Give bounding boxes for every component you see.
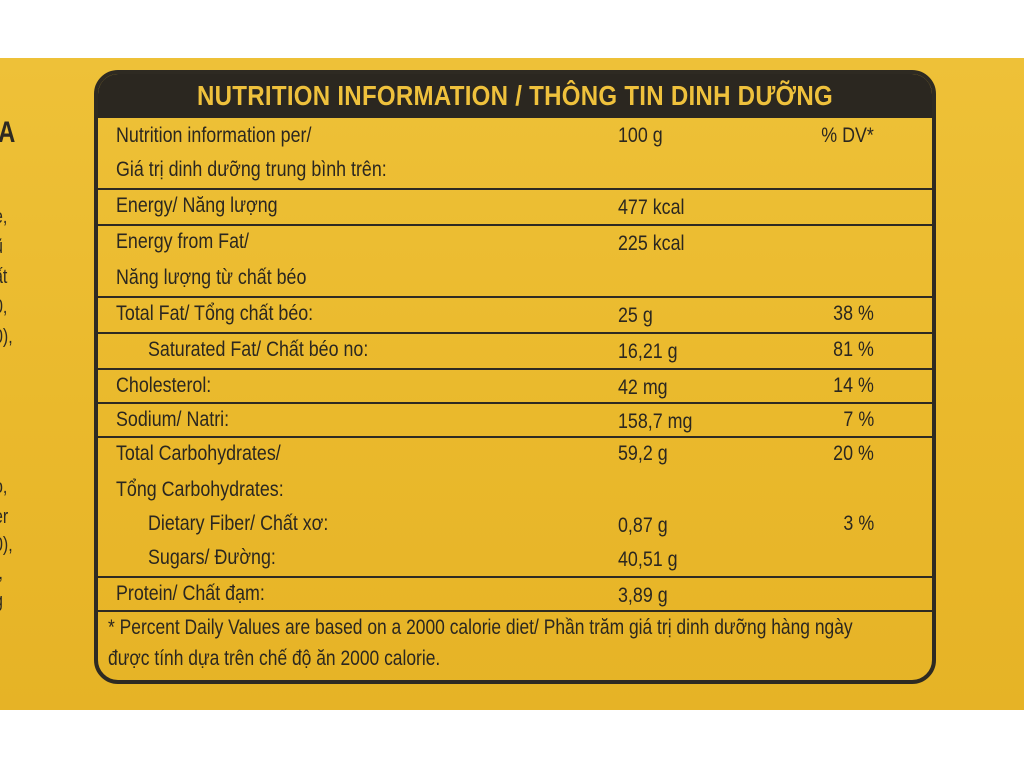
row-label: Cholesterol:: [116, 374, 212, 397]
serving-label-line1: Nutrition information per/: [116, 124, 312, 147]
table-header-row: Nutrition information per/ Giá trị dinh …: [98, 118, 932, 190]
footnote: * Percent Daily Values are based on a 20…: [108, 612, 932, 674]
row-dv: 38 %: [833, 302, 874, 325]
side-text-line: er: [0, 506, 9, 528]
side-text-line: t,: [0, 562, 3, 585]
row-dv: 14 %: [833, 374, 874, 397]
row-amount: 40,51 g: [618, 548, 678, 571]
table-row: Sodium/ Natri: 158,7 mg 7 %: [98, 404, 932, 438]
side-text-line: e,: [0, 206, 8, 228]
row-dv: 20 %: [833, 442, 874, 465]
table-row: Total Fat/ Tổng chất béo: 25 g 38 %: [98, 298, 932, 334]
table-row-group: Total Carbohydrates/ Tổng Carbohydrates:…: [98, 438, 932, 578]
dv-header: % DV*: [821, 124, 874, 147]
row-dv: 3 %: [843, 512, 874, 535]
panel-header: NUTRITION INFORMATION / THÔNG TIN DINH D…: [98, 74, 932, 118]
side-text-line: 0),: [0, 326, 13, 348]
footnote-line1: * Percent Daily Values are based on a 20…: [108, 616, 853, 639]
row-label: Saturated Fat/ Chất béo no:: [148, 338, 369, 361]
serving-amount: 100 g: [618, 124, 663, 147]
table-row: Saturated Fat/ Chất béo no: 16,21 g 81 %: [98, 334, 932, 370]
side-text-line: 0,: [0, 296, 8, 318]
table-row: Energy/ Năng lượng 477 kcal: [98, 190, 932, 226]
table-row: Protein/ Chất đạm: 3,89 g: [98, 578, 932, 612]
row-label: Sugars/ Đường:: [148, 546, 276, 569]
panel-title: NUTRITION INFORMATION / THÔNG TIN DINH D…: [197, 80, 833, 111]
row-label-line2: Tổng Carbohydrates:: [116, 478, 284, 501]
row-dv: 81 %: [833, 338, 874, 361]
row-amount: 16,21 g: [618, 340, 678, 363]
serving-label-line2: Giá trị dinh dưỡng trung bình trên:: [116, 158, 387, 181]
footnote-line2: được tính dựa trên chế độ ăn 2000 calori…: [108, 647, 441, 670]
row-dv: 7 %: [843, 408, 874, 431]
row-amount: 42 mg: [618, 376, 668, 399]
side-text-line: ất: [0, 266, 8, 288]
row-amount: 59,2 g: [618, 442, 668, 465]
table-row: Cholesterol: 42 mg 14 %: [98, 370, 932, 404]
row-amount: 3,89 g: [618, 584, 668, 607]
row-label: Protein/ Chất đạm:: [116, 582, 265, 605]
side-panel-text: A e, ũ ất 0, 0), o, er 0), t, g: [0, 58, 20, 710]
row-label: Energy/ Năng lượng: [116, 194, 278, 217]
row-amount: 0,87 g: [618, 514, 668, 537]
side-text-line: A: [0, 116, 15, 150]
row-amount: 477 kcal: [618, 196, 685, 219]
side-text-line: o,: [0, 476, 8, 498]
row-label: Total Fat/ Tổng chất béo:: [116, 302, 314, 325]
packaging-box: A e, ũ ất 0, 0), o, er 0), t, g NUTRITIO…: [0, 58, 1024, 710]
row-amount: 25 g: [618, 304, 653, 327]
nutrition-panel: NUTRITION INFORMATION / THÔNG TIN DINH D…: [94, 70, 936, 684]
row-label-line2: Năng lượng từ chất béo: [116, 266, 307, 289]
row-label: Energy from Fat/: [116, 230, 249, 253]
row-amount: 158,7 mg: [618, 410, 693, 433]
row-label: Dietary Fiber/ Chất xơ:: [148, 512, 329, 535]
side-text-line: 0),: [0, 534, 13, 556]
row-label: Sodium/ Natri:: [116, 408, 230, 431]
table-row: Energy from Fat/ Năng lượng từ chất béo …: [98, 226, 932, 298]
side-text-line: ũ: [0, 236, 3, 259]
side-text-line: g: [0, 590, 3, 613]
row-label: Total Carbohydrates/: [116, 442, 281, 465]
row-amount: 225 kcal: [618, 232, 685, 255]
